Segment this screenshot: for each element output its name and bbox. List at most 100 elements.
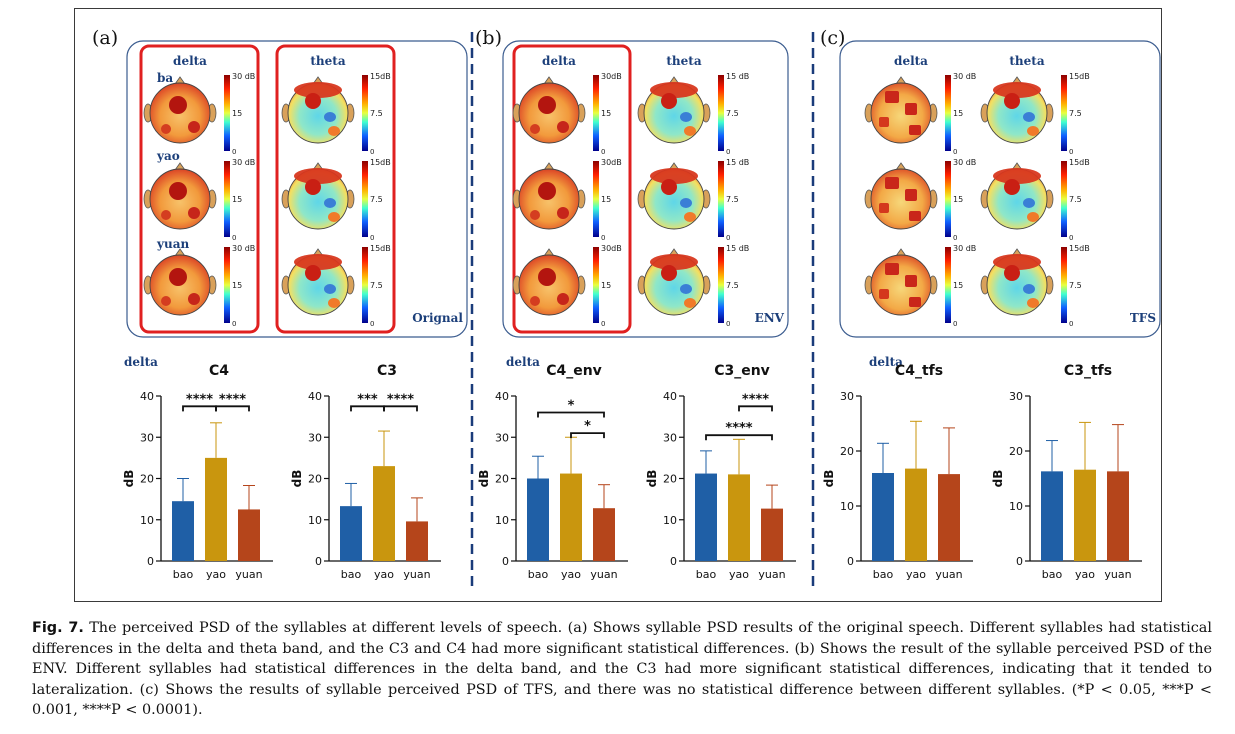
- x-tick-label: bao: [1042, 568, 1063, 581]
- hot-patch: [905, 103, 917, 115]
- central-hotspot: [305, 179, 321, 195]
- warm-spot: [1027, 126, 1039, 136]
- bar-chart-c3_env: C3_env 0 10 20 30 40 dB bao yao yuan **** ****: [645, 363, 796, 581]
- warm-spot: [684, 126, 696, 136]
- syllable-label-yuan: yuan: [156, 237, 189, 251]
- colorbar-delta: 30 dB 15 0: [945, 158, 976, 242]
- y-tick-label: 0: [315, 555, 322, 568]
- hot-patch: [885, 177, 899, 189]
- hot-patch: [909, 211, 921, 221]
- colorbar-mid-label: 7.5: [1069, 109, 1082, 118]
- topomap-delta-row-1: [143, 76, 217, 144]
- x-tick-label: yuan: [935, 568, 962, 581]
- y-tick-label: 20: [140, 473, 154, 486]
- colorbar-theta: 15 dB 7.5 0: [718, 244, 749, 328]
- cool-spot: [324, 112, 336, 122]
- y-axis-label: dB: [991, 470, 1005, 488]
- colorbar-max-label: 15 dB: [726, 244, 749, 253]
- hot-patch: [885, 263, 899, 275]
- y-tick-label: 20: [308, 473, 322, 486]
- bar-chart-c4_env: C4_env 0 10 20 30 40 dB bao yao yuan * *: [477, 363, 628, 581]
- hotspot: [161, 210, 171, 220]
- hotspot: [188, 293, 200, 305]
- band-label-delta: delta: [894, 54, 928, 68]
- frontal-hotspot: [650, 82, 698, 98]
- scalp: [870, 168, 932, 230]
- y-tick-label: 30: [1009, 390, 1023, 403]
- panel-env: (b) delta theta ENV: [475, 27, 789, 338]
- y-tick-label: 30: [663, 431, 677, 444]
- nose: [174, 162, 186, 171]
- nose: [895, 76, 907, 85]
- panel-letter: (c): [820, 27, 845, 49]
- bar-bao: [172, 501, 194, 561]
- colorbar-theta: 15dB 7.5 0: [1061, 244, 1090, 328]
- frontal-hotspot: [993, 168, 1041, 184]
- bar-yao: [728, 474, 750, 561]
- nose: [895, 162, 907, 171]
- topomap-theta-row-3: [980, 248, 1054, 316]
- bar-bao: [340, 506, 362, 561]
- bar-yuan: [938, 474, 960, 561]
- colorbar-max-label: 30 dB: [953, 244, 976, 253]
- nose: [174, 248, 186, 257]
- y-tick-label: 10: [840, 500, 854, 513]
- x-tick-label: yao: [206, 568, 226, 581]
- central-hotspot: [169, 268, 187, 286]
- topomap-theta-row-2: [281, 162, 355, 230]
- condition-label: Orignal: [412, 311, 463, 325]
- colorbar-theta: 15dB 7.5 0: [1061, 158, 1090, 242]
- colorbar-theta: 15dB 7.5 0: [1061, 72, 1090, 156]
- bar-yuan: [761, 508, 783, 561]
- colorbar-gradient: [362, 75, 368, 151]
- y-axis-label: dB: [122, 470, 136, 488]
- y-tick-label: 10: [663, 514, 677, 527]
- colorbar-gradient: [362, 247, 368, 323]
- colorbar-max-label: 30dB: [601, 72, 622, 81]
- warm-spot: [328, 126, 340, 136]
- colorbar-theta: 15 dB 7.5 0: [718, 158, 749, 242]
- colorbar-gradient: [945, 75, 951, 151]
- colorbar-mid-label: 15: [601, 281, 611, 290]
- colorbar-delta: 30dB 15 0: [593, 158, 622, 242]
- colorbar-min-label: 0: [1069, 320, 1073, 328]
- nose: [543, 162, 555, 171]
- colorbar-min-label: 0: [601, 320, 605, 328]
- y-axis-label: dB: [822, 470, 836, 488]
- colorbar-gradient: [593, 247, 599, 323]
- central-hotspot: [538, 182, 556, 200]
- y-tick-label: 40: [663, 390, 677, 403]
- caption-text: The perceived PSD of the syllables at di…: [32, 620, 1212, 718]
- hot-patch: [879, 117, 889, 127]
- topomap-delta-row-3: [143, 248, 217, 316]
- significance-label: *: [584, 419, 591, 434]
- cool-spot: [324, 284, 336, 294]
- x-tick-label: yuan: [403, 568, 430, 581]
- y-tick-label: 20: [1009, 445, 1023, 458]
- significance-bracket: [705, 434, 773, 441]
- y-tick-label: 0: [1016, 555, 1023, 568]
- colorbar-min-label: 0: [232, 320, 236, 328]
- syllable-label-yao: yao: [156, 149, 180, 163]
- central-hotspot: [305, 93, 321, 109]
- colorbar-delta: 30 dB 15 0: [224, 158, 255, 242]
- colorbar-min-label: 0: [370, 234, 374, 242]
- y-tick-label: 0: [502, 555, 509, 568]
- figure-caption: Fig. 7. The perceived PSD of the syllabl…: [32, 618, 1212, 721]
- x-tick-label: yuan: [1104, 568, 1131, 581]
- central-hotspot: [305, 265, 321, 281]
- x-tick-label: yao: [374, 568, 394, 581]
- colorbar-gradient: [945, 247, 951, 323]
- bar-yuan: [1107, 471, 1129, 561]
- hot-patch: [879, 289, 889, 299]
- frontal-hotspot: [650, 254, 698, 270]
- hot-patch: [909, 125, 921, 135]
- cool-spot: [1023, 198, 1035, 208]
- x-tick-label: bao: [341, 568, 362, 581]
- topomap-delta-row-2: [864, 162, 938, 230]
- x-tick-label: yao: [1075, 568, 1095, 581]
- significance-label: ***: [357, 392, 378, 407]
- colorbar-gradient: [1061, 247, 1067, 323]
- panel-tfs: (c) delta theta TFS: [820, 27, 1161, 338]
